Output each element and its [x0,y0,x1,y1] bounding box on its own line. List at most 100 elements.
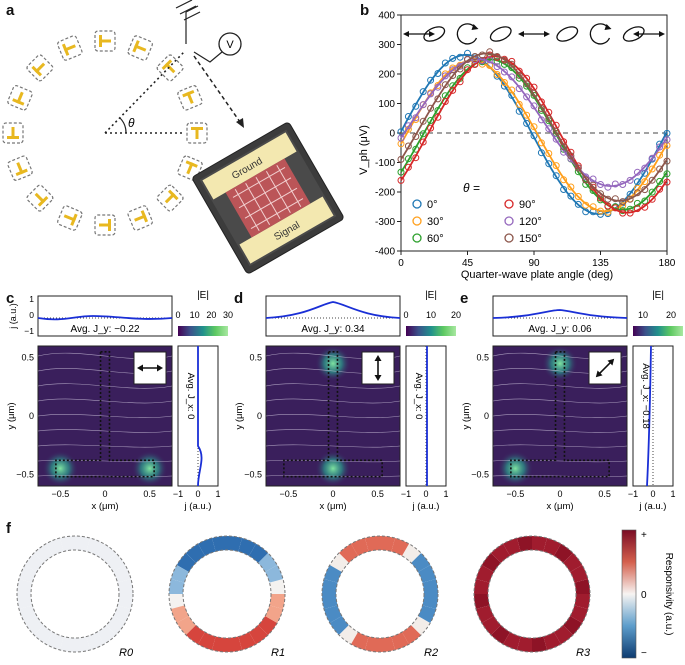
side-tick-label: 1 [215,489,220,499]
series-point [545,160,553,168]
polarization-arrow-icon [137,364,163,372]
side-xlabel: j (a.u.) [184,501,212,512]
ring-segment [170,565,189,583]
series-point [493,63,501,71]
ring-segment [97,543,117,563]
device-cell [186,122,208,144]
ring-segment [563,616,583,636]
avg-jx-label: Avg. J_x: −0.18 [640,363,651,429]
y-tick-label: 400 [378,11,395,22]
legend-entry: 60° [427,233,444,245]
ring-segment [338,543,358,563]
series-point [560,186,568,193]
field-hotspot [542,345,578,382]
ring-segment [176,616,196,636]
y-tick-label: −0.5 [471,469,489,479]
series-point [427,117,435,124]
series-point [523,119,531,127]
series-point [419,101,427,109]
arrow-head-right [157,364,163,372]
series-point [582,180,590,188]
series-point [633,184,641,192]
series-line-150° [400,52,668,202]
signal-electrode [239,196,334,264]
series-point [545,150,553,157]
series-point [552,127,560,135]
y-tick-label: 0.5 [476,353,489,363]
x-tick-label: −0.5 [279,489,297,499]
series-point [574,193,582,200]
t-shape-stem [11,127,15,139]
avg-jy-label: Avg. J_y: −0.22 [70,324,139,335]
ring-segment [322,578,338,594]
ring-segment [238,632,256,651]
arrow-head-right [607,358,615,366]
streamline [265,383,401,389]
t-shape-stem [134,44,147,52]
streamline [37,475,173,477]
ring-inner-outline [30,549,120,639]
panel-letter-c: c [6,290,15,307]
side-tick-label: 1 [443,489,448,499]
responsivity-ring-3: R3 [473,535,591,659]
colorbar-tick: 20 [206,310,216,320]
series-point [412,114,420,122]
profile-side-curve [646,345,652,487]
ring-segment [24,552,44,572]
ring-segment [481,616,501,636]
ring-segment [185,543,205,563]
t-outline [55,351,155,478]
x-tick-label: 0.5 [371,489,384,499]
series-point [604,183,612,191]
colorbar-title: |E| [197,290,209,301]
arrow-right-icon [429,31,435,37]
ring-segment [516,536,532,552]
ring-segment [227,636,243,652]
arrow-head-left [374,375,382,381]
legend-marker [412,233,422,243]
series-point [493,53,501,60]
series-point [656,177,664,185]
series-point [404,142,412,150]
series-point [530,102,538,110]
ring-segment [422,578,438,594]
device-cell [94,214,116,236]
field-hotspot [315,345,351,382]
x-tick-label: 45 [462,258,474,269]
series-point [486,56,494,64]
ring-segment [422,594,438,610]
series-point [412,102,420,110]
series-point [441,81,449,89]
t-shape-stem [99,39,111,43]
series-point [434,83,442,91]
y-tick-label: -200 [375,188,395,199]
series-point [523,93,531,101]
series-point [567,192,575,200]
ring-segment [543,632,561,651]
ring-segment [411,552,431,572]
t-shape-stem [63,44,76,52]
y-tick-label: 0.5 [249,353,262,363]
device-cell [127,205,153,231]
profile-side-frame [405,345,447,487]
legend-entry: 120° [519,216,542,228]
t-shape-stem [99,223,111,227]
profile-top-curve [492,309,628,319]
series-point [537,105,545,112]
ring-segment [503,632,521,651]
y-tick-label: −0.5 [244,469,262,479]
ring-segment [402,543,422,563]
ring-segment [570,605,589,623]
ring-segment [351,537,369,556]
series-point [552,162,560,170]
polarization-arrow-icon [374,355,382,381]
ring-segment [176,552,196,572]
y-axis-label: V_ph (μV) [358,125,370,175]
series-point [574,200,582,208]
series-point [633,189,641,197]
series-point [626,209,634,217]
x-tick-label: 135 [592,258,609,269]
ring-segment [46,632,64,651]
streamline [265,444,401,448]
streamline [265,398,401,404]
